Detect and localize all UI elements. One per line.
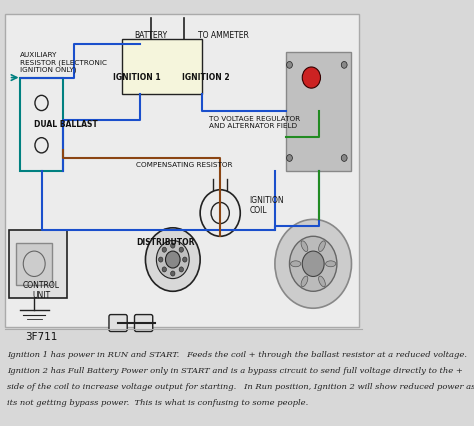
Text: IGNITION 2: IGNITION 2 [182, 73, 229, 82]
Text: IGNITION 1: IGNITION 1 [112, 73, 160, 82]
Circle shape [146, 228, 200, 291]
Ellipse shape [319, 276, 325, 287]
Circle shape [182, 257, 187, 262]
Text: Ignition 1 has power in RUN and START.   Feeds the coil + through the ballast re: Ignition 1 has power in RUN and START. F… [7, 351, 467, 359]
Text: IGNITION
COIL: IGNITION COIL [249, 196, 284, 216]
Circle shape [171, 271, 175, 276]
Circle shape [341, 61, 347, 68]
Ellipse shape [319, 241, 325, 251]
Circle shape [162, 267, 166, 272]
Circle shape [165, 251, 180, 268]
Circle shape [171, 243, 175, 248]
Circle shape [287, 61, 292, 68]
Circle shape [156, 241, 189, 279]
FancyBboxPatch shape [16, 243, 53, 285]
Circle shape [302, 67, 320, 88]
Circle shape [179, 267, 183, 272]
Ellipse shape [291, 261, 301, 267]
Text: TO VOLTAGE REGULATOR
AND ALTERNATOR FIELD: TO VOLTAGE REGULATOR AND ALTERNATOR FIEL… [209, 115, 301, 129]
Text: DUAL BALLAST: DUAL BALLAST [34, 120, 98, 129]
FancyBboxPatch shape [286, 52, 352, 171]
Circle shape [287, 155, 292, 161]
Circle shape [302, 251, 324, 276]
FancyBboxPatch shape [135, 314, 153, 331]
FancyBboxPatch shape [122, 40, 202, 95]
Text: DISTRIBUTOR: DISTRIBUTOR [136, 239, 195, 248]
Text: 3F711: 3F711 [25, 331, 58, 342]
Circle shape [341, 155, 347, 161]
Text: its not getting bypass power.  This is what is confusing to some people.: its not getting bypass power. This is wh… [7, 399, 308, 407]
Circle shape [275, 219, 352, 308]
FancyBboxPatch shape [19, 78, 64, 171]
Circle shape [179, 247, 183, 252]
Text: side of the coil to increase voltage output for starting.   In Run position, Ign: side of the coil to increase voltage out… [7, 383, 474, 391]
FancyBboxPatch shape [5, 14, 359, 327]
Text: AUXILIARY
RESISTOR (ELECTRONIC
IGNITION ONLY): AUXILIARY RESISTOR (ELECTRONIC IGNITION … [19, 52, 107, 73]
FancyBboxPatch shape [109, 314, 127, 331]
FancyBboxPatch shape [9, 230, 67, 298]
Text: BATTERY: BATTERY [134, 31, 167, 40]
Ellipse shape [326, 261, 336, 267]
Circle shape [159, 257, 163, 262]
Ellipse shape [301, 276, 308, 287]
Text: CONTROL
UNIT: CONTROL UNIT [23, 281, 60, 300]
Text: Ignition 2 has Full Battery Power only in START and is a bypass circuit to send : Ignition 2 has Full Battery Power only i… [7, 367, 463, 374]
Text: TO AMMETER: TO AMMETER [198, 31, 249, 40]
Circle shape [290, 236, 337, 291]
Circle shape [162, 247, 166, 252]
Text: COMPENSATING RESISTOR: COMPENSATING RESISTOR [137, 162, 233, 168]
Ellipse shape [301, 241, 308, 251]
